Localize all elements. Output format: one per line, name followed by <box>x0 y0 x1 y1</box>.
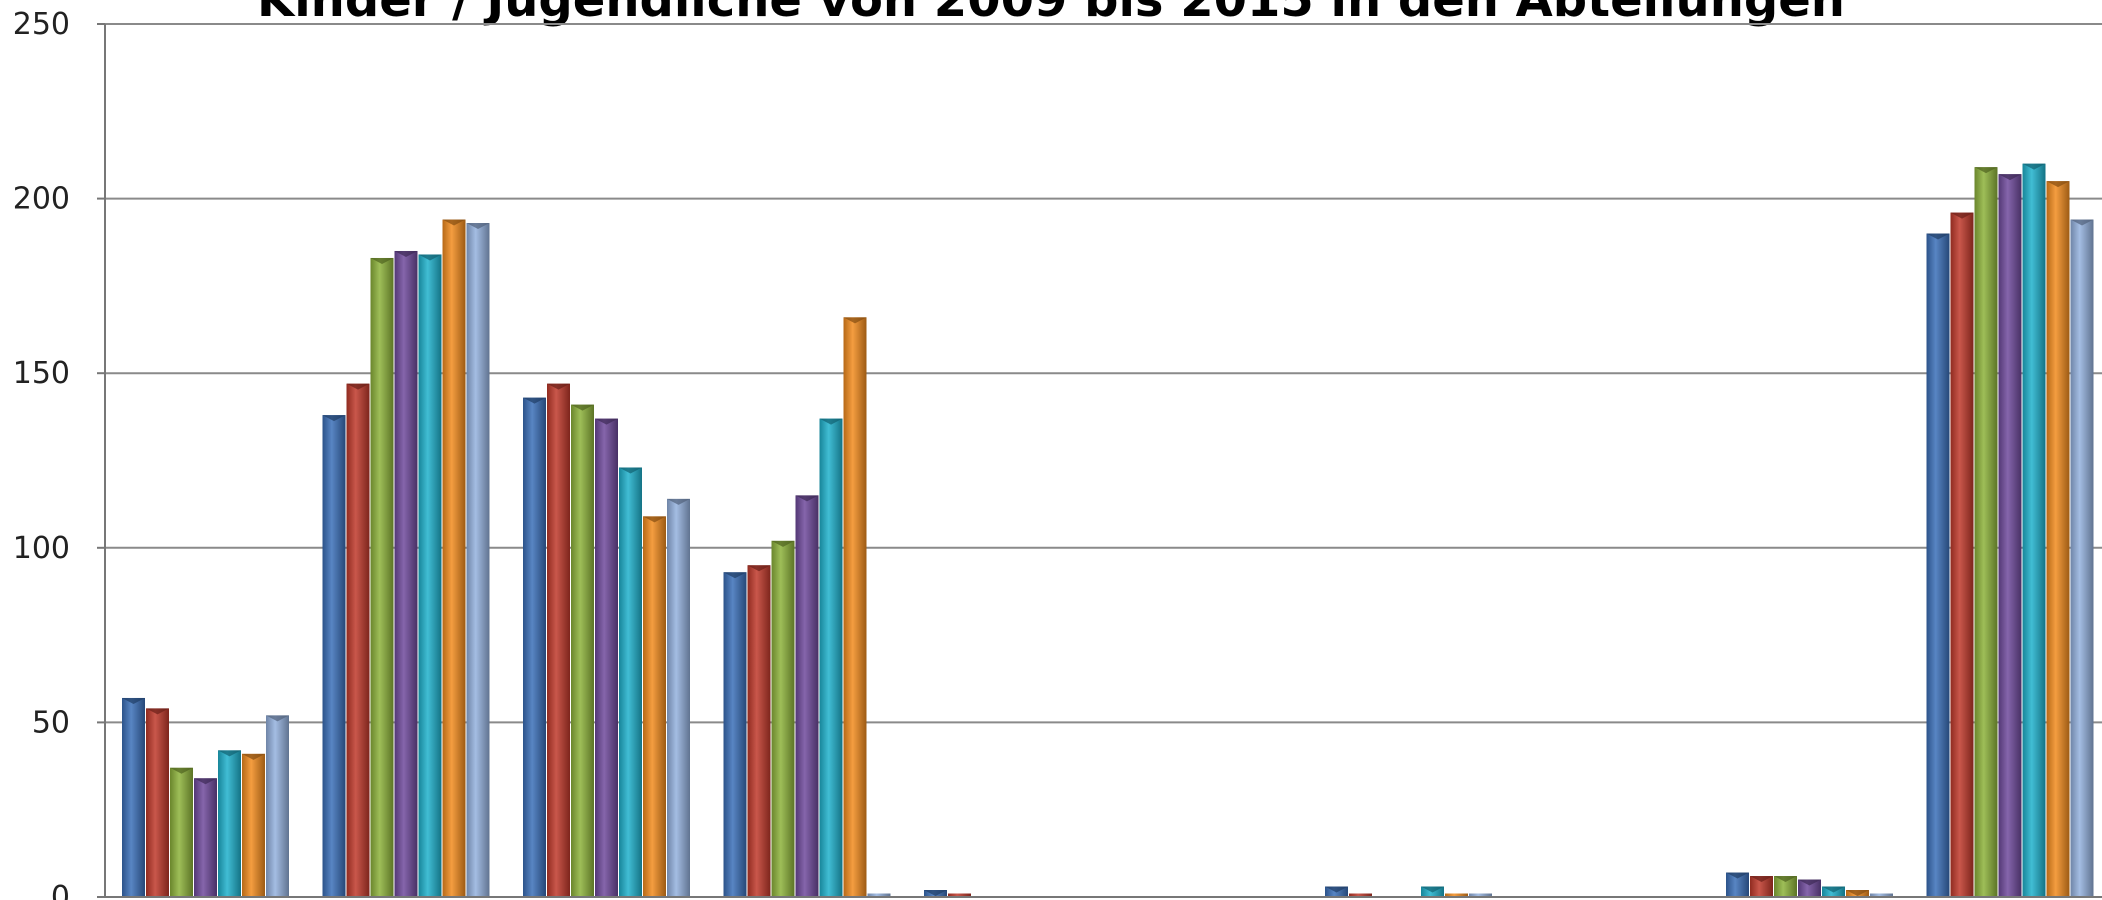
bar <box>1469 893 1492 897</box>
bar <box>747 565 771 897</box>
bar-cap <box>667 498 690 505</box>
y-tick-label: 250 <box>13 7 70 42</box>
bar <box>1349 893 1372 897</box>
bar <box>619 467 642 897</box>
bar-cap <box>795 495 819 502</box>
bar-cap <box>1926 233 1950 240</box>
bar-cap <box>547 383 570 390</box>
bar <box>442 219 466 897</box>
bar-cap <box>1846 890 1869 897</box>
bar-cap <box>843 317 867 324</box>
bar <box>771 540 795 897</box>
bar <box>948 893 971 897</box>
bar <box>1974 167 1998 897</box>
bar-cap <box>619 467 642 474</box>
bar <box>1798 879 1821 897</box>
bars <box>122 163 2094 898</box>
bar-cap <box>1726 872 1749 879</box>
bar-cap <box>723 572 747 579</box>
bar-cap <box>643 516 666 523</box>
bar-cap <box>122 697 145 704</box>
bar <box>1998 174 2022 897</box>
bar <box>1774 876 1797 897</box>
bar <box>242 753 265 897</box>
bar-cap <box>370 257 394 264</box>
bar-cap <box>442 219 466 226</box>
bar-cap <box>218 750 241 757</box>
bar-cap <box>1798 879 1821 886</box>
bar <box>523 397 546 897</box>
y-tick-label: 50 <box>32 705 70 740</box>
bar-cap <box>1998 174 2022 181</box>
bar-cap <box>1325 886 1348 893</box>
bar <box>122 697 145 897</box>
y-axis-ticks: 0 50 100 150 200 250 <box>13 7 70 900</box>
bar <box>194 778 217 897</box>
bar-cap <box>2022 163 2046 170</box>
bar-cap <box>1974 167 1998 174</box>
bar-cap <box>771 540 795 547</box>
bar <box>1950 212 1974 897</box>
bar <box>2022 163 2046 897</box>
bar-cap <box>418 254 442 261</box>
bar-cap <box>571 404 594 411</box>
bar <box>2046 181 2070 897</box>
bar-cap <box>924 890 947 897</box>
bar-cap <box>1822 886 1845 893</box>
bar-cap <box>1750 876 1773 883</box>
bar <box>819 418 843 897</box>
bar-cap <box>242 753 265 760</box>
bar-cap <box>322 415 346 422</box>
bar-cap <box>146 708 169 715</box>
bar <box>394 250 418 898</box>
y-tick-label: 150 <box>13 356 70 391</box>
bar-cap <box>1774 876 1797 883</box>
bar-cap <box>523 397 546 404</box>
bar <box>2070 219 2094 897</box>
bar <box>643 516 666 897</box>
bar <box>170 767 193 897</box>
bar-cap <box>819 418 843 425</box>
bar-cap <box>194 778 217 785</box>
bar-cap <box>1950 212 1974 219</box>
y-tick-label: 100 <box>13 531 70 566</box>
bar-cap <box>394 250 418 257</box>
bar <box>346 383 370 897</box>
bar <box>667 498 690 897</box>
bar <box>1445 893 1468 897</box>
bar <box>547 383 570 897</box>
bar <box>795 495 819 897</box>
bar <box>418 254 442 898</box>
bar <box>843 317 867 897</box>
bar <box>1926 233 1950 897</box>
bar <box>723 572 747 897</box>
axes <box>97 23 2102 898</box>
bar <box>1870 893 1893 897</box>
bar <box>1726 872 1749 897</box>
bar <box>571 404 594 897</box>
bar <box>322 415 346 897</box>
bar <box>595 418 618 897</box>
bar-cap <box>595 418 618 425</box>
bar-cap <box>266 715 289 722</box>
bar <box>370 257 394 897</box>
bar-cap <box>1421 886 1444 893</box>
y-tick-label: 0 <box>51 880 70 900</box>
bar-cap <box>466 223 490 230</box>
bar-cap <box>170 767 193 774</box>
bar-cap <box>2046 181 2070 188</box>
bar <box>1750 876 1773 897</box>
bar <box>146 708 169 897</box>
bar-cap <box>2070 219 2094 226</box>
bar <box>266 715 289 897</box>
y-tick-label: 200 <box>13 182 70 217</box>
bar-cap <box>747 565 771 572</box>
bar <box>218 750 241 897</box>
bar <box>466 223 490 897</box>
bar <box>867 893 891 897</box>
bar-cap <box>346 383 370 390</box>
